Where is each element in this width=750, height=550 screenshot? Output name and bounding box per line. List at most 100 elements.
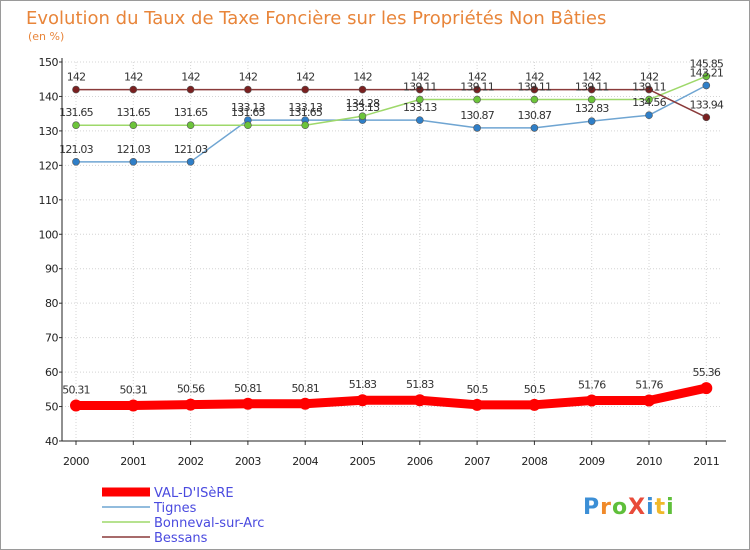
- data-point: [186, 121, 195, 130]
- watermark-letter: i: [646, 495, 655, 520]
- data-label: 142: [239, 71, 258, 84]
- data-label: 51.83: [406, 378, 434, 391]
- data-label: 131.65: [231, 106, 265, 119]
- data-label: 142: [353, 71, 372, 84]
- data-point: [702, 72, 711, 81]
- data-point: [702, 113, 711, 122]
- data-label: 50.5: [524, 383, 546, 396]
- data-point: [72, 158, 80, 166]
- series-line: [75, 75, 708, 126]
- y-tick-label: 80: [45, 297, 58, 310]
- x-tick-label: 2010: [636, 455, 662, 468]
- watermark-letter: r: [600, 495, 612, 520]
- y-tick-label: 100: [39, 228, 59, 241]
- data-label: 133.94: [689, 98, 723, 111]
- data-label: 133.13: [288, 101, 322, 114]
- data-point: [244, 121, 252, 130]
- data-label: 139.11: [575, 81, 609, 94]
- data-point: [585, 394, 598, 407]
- x-tick-label: 2003: [235, 455, 261, 468]
- data-point: [127, 399, 140, 412]
- data-label: 121.03: [116, 143, 150, 156]
- data-label: 51.76: [578, 378, 606, 391]
- gridlines: [62, 61, 722, 442]
- data-point: [186, 158, 195, 166]
- data-label: 130.87: [518, 109, 552, 122]
- data-label: 142: [582, 71, 601, 84]
- y-tick-label: 50: [45, 401, 58, 414]
- data-point: [129, 158, 138, 166]
- watermark-letter: t: [655, 495, 667, 520]
- data-label: 142: [468, 71, 487, 84]
- legend-entry: Tignes: [153, 501, 197, 516]
- y-tick-label: 150: [39, 56, 59, 69]
- data-label: 133.13: [403, 101, 437, 114]
- data-point: [184, 398, 197, 411]
- y-tick-label: 70: [45, 332, 58, 345]
- y-tick-label: 120: [39, 159, 59, 172]
- data-point: [301, 85, 310, 94]
- data-point: [645, 111, 653, 119]
- data-label: 145.85: [689, 57, 723, 70]
- data-label: 50.31: [62, 383, 90, 396]
- data-label: 55.36: [693, 366, 721, 379]
- data-point: [530, 95, 539, 104]
- data-point: [530, 85, 539, 94]
- y-tick-label: 130: [39, 125, 59, 138]
- data-point: [587, 117, 596, 125]
- x-tick-label: 2009: [579, 455, 605, 468]
- x-tick-label: 2008: [521, 455, 547, 468]
- data-point: [587, 85, 596, 94]
- y-tick-label: 90: [45, 263, 58, 276]
- data-label: 131.65: [59, 106, 93, 119]
- series-line: [71, 383, 711, 410]
- data-point: [241, 397, 254, 410]
- data-label: 139.11: [460, 81, 494, 94]
- data-label: 139.11: [518, 81, 552, 94]
- data-point: [415, 85, 424, 94]
- data-point: [471, 398, 484, 411]
- y-tick-label: 140: [39, 90, 59, 103]
- data-point: [415, 95, 424, 104]
- data-label: 134.28: [346, 97, 380, 110]
- watermark-letter: X: [628, 495, 646, 520]
- legend-entry: Bessans: [154, 531, 208, 546]
- data-point: [473, 95, 481, 104]
- series-line: [75, 84, 708, 163]
- data-point: [415, 116, 424, 124]
- data-point: [645, 85, 653, 94]
- watermark-letter: P: [583, 495, 600, 520]
- data-label: 134.56: [632, 96, 666, 109]
- data-point: [530, 124, 539, 132]
- data-point: [645, 95, 653, 104]
- data-label: 51.83: [349, 378, 377, 391]
- data-point: [700, 382, 713, 395]
- x-tick-label: 2006: [407, 455, 433, 468]
- x-tick-label: 2000: [63, 455, 89, 468]
- data-label: 50.81: [234, 382, 262, 395]
- data-labels: 50.31 50.31 50.56 50.81 50.81 51.83 51.83 50.5 5…: [59, 57, 725, 396]
- data-point: [129, 85, 138, 94]
- data-label: 142: [181, 71, 200, 84]
- x-tick-label: 2001: [120, 455, 146, 468]
- data-point: [70, 399, 82, 412]
- data-label: 133.13: [346, 101, 380, 114]
- data-point: [301, 121, 310, 130]
- data-label: 50.81: [291, 382, 319, 395]
- data-point: [129, 121, 138, 130]
- y-tick-label: 60: [45, 366, 58, 379]
- data-label: 131.65: [174, 106, 208, 119]
- data-point: [528, 398, 541, 411]
- data-point: [356, 394, 369, 407]
- data-point: [702, 81, 711, 90]
- y-tick-label: 110: [39, 194, 59, 207]
- x-tick-label: 2004: [292, 455, 318, 468]
- data-label: 121.03: [174, 143, 208, 156]
- x-tick-label: 2011: [693, 455, 719, 468]
- legend-entry: Bonneval-sur-Arc: [154, 516, 264, 531]
- data-point: [358, 112, 367, 120]
- data-point: [358, 85, 367, 94]
- data-point: [413, 394, 426, 407]
